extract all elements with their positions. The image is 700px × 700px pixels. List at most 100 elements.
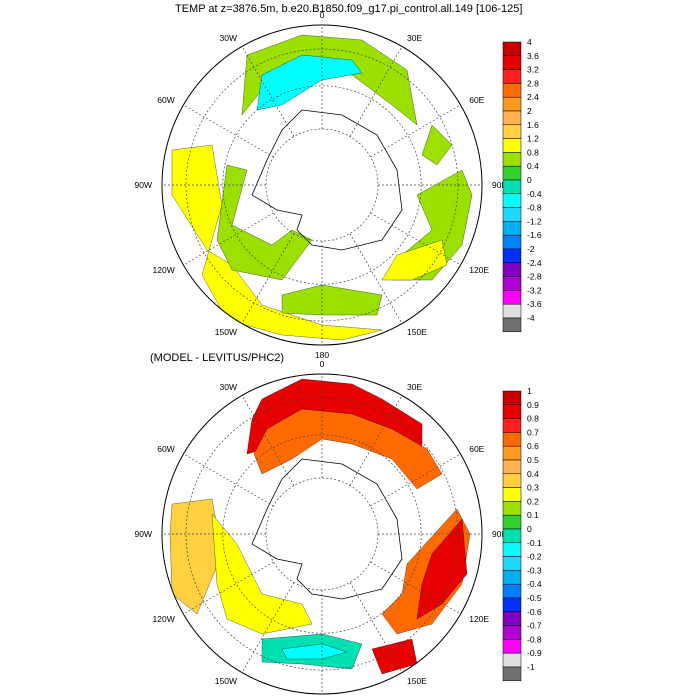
field-patch-8 <box>371 638 418 675</box>
colorbar-label: -0.6 <box>527 607 542 617</box>
meridian-8 <box>183 561 274 615</box>
colorbar-swatch <box>502 597 522 613</box>
colorbar-swatch <box>502 390 522 406</box>
field-patch-7 <box>281 643 348 660</box>
colorbar-swatch <box>502 514 522 530</box>
longitude-label: 120W <box>153 614 175 624</box>
colorbar-label: 1 <box>527 386 532 396</box>
field-patch-3 <box>216 164 313 281</box>
latitude-circle-0 <box>265 128 379 242</box>
colorbar-label: -0.9 <box>527 648 542 658</box>
colorbar-swatch <box>502 625 522 640</box>
colorbar-label: -0.4 <box>527 189 542 199</box>
colorbar-swatch <box>502 124 522 139</box>
colorbar-swatch <box>502 445 522 461</box>
meridian-5 <box>349 233 403 324</box>
colorbar-label: 0.1 <box>527 510 539 520</box>
colorbar-label: 2.8 <box>527 78 539 88</box>
meridian-2 <box>370 453 461 507</box>
colorbar-swatch <box>502 542 522 557</box>
longitude-label: 150E <box>407 327 427 337</box>
field-patch-1 <box>253 408 443 490</box>
longitude-label: 0 <box>320 10 325 20</box>
colorbar-label: 0.9 <box>527 400 539 410</box>
field-patch-3 <box>211 513 313 635</box>
colorbar-label: 0 <box>527 524 532 534</box>
map-title-top: TEMP at z=3876.5m, b.e20.B1850.f09_g17.p… <box>175 3 523 15</box>
colorbar-swatch <box>502 459 522 475</box>
colorbar-label: -0.8 <box>527 203 542 213</box>
colorbar-swatch <box>502 179 522 195</box>
colorbar-swatch <box>502 556 522 571</box>
colorbar-label: -0.3 <box>527 565 542 575</box>
meridian-7 <box>241 582 295 673</box>
map-boundary <box>161 24 483 346</box>
colorbar-swatch <box>502 317 522 333</box>
colorbar-swatch <box>502 262 522 277</box>
longitude-label: 120E <box>469 614 489 624</box>
colorbar-label: 1.2 <box>527 134 539 144</box>
longitude-label: 30W <box>220 33 237 43</box>
colorbar-label: -1.6 <box>527 230 542 240</box>
colorbar-swatch <box>502 41 522 57</box>
colorbar-swatch <box>502 611 522 626</box>
latitude-circle-1 <box>222 434 422 634</box>
map-title-bottom: (MODEL - LEVITUS/PHC2) <box>150 352 285 364</box>
colorbar-label: -2 <box>527 244 535 254</box>
colorbar-label: -1 <box>527 662 535 672</box>
longitude-label: 30W <box>220 382 237 392</box>
meridian-1 <box>349 395 403 486</box>
colorbar-swatch <box>502 276 522 291</box>
colorbar-label: 2.4 <box>527 92 539 102</box>
colorbar-label: -0.4 <box>527 579 542 589</box>
field-patch-4 <box>281 284 383 316</box>
antarctica-outline <box>251 109 403 251</box>
polar-map-temperature: 0 30E 60E 90E 120E 150E 180 150W 120W 90W 60W 30W <box>135 10 508 360</box>
colorbar-label: -2.4 <box>527 258 542 268</box>
meridian-10 <box>183 104 274 158</box>
field-patch-6 <box>381 239 448 281</box>
field-patch-5 <box>416 518 468 620</box>
data-field-layer <box>169 378 471 675</box>
colorbar-swatch <box>502 473 522 488</box>
longitude-label: 90E <box>492 180 507 190</box>
colorbar-swatch <box>502 55 522 70</box>
colorbar-label: -1.2 <box>527 216 542 226</box>
colorbar-swatch <box>502 83 522 98</box>
field-patch-1 <box>256 54 363 111</box>
colorbar-label: 2 <box>527 106 532 116</box>
colorbar-label: 0.8 <box>527 414 539 424</box>
colorbar-label: 4 <box>527 37 532 47</box>
meridian-11 <box>241 46 295 137</box>
colorbar-swatch <box>502 69 522 84</box>
colorbar-label: -0.2 <box>527 552 542 562</box>
colorbar-swatch <box>502 528 522 544</box>
colorbar-swatch <box>502 110 522 126</box>
longitude-label: 0 <box>320 359 325 369</box>
colorbar-label: -2.8 <box>527 272 542 282</box>
colorbar-label: 0 <box>527 175 532 185</box>
meridian-8 <box>183 212 274 266</box>
meridian-11 <box>241 395 295 486</box>
longitude-label: 60W <box>157 95 174 105</box>
colorbar-swatch <box>502 303 522 319</box>
longitude-label: 120E <box>469 265 489 275</box>
field-patch-7 <box>421 124 453 166</box>
colorbar-label: -0.5 <box>527 593 542 603</box>
longitude-label: 60E <box>469 444 484 454</box>
colorbar-label: -0.7 <box>527 621 542 631</box>
longitude-label: 150W <box>215 327 237 337</box>
colorbar-label: 0.8 <box>527 147 539 157</box>
colorbar-swatch <box>502 248 522 264</box>
longitude-label: 30E <box>407 33 422 43</box>
colorbar-label: -4 <box>527 313 535 323</box>
colorbar-label: 0.6 <box>527 441 539 451</box>
colorbar-label: 0.4 <box>527 469 539 479</box>
field-patch-2 <box>171 144 383 341</box>
colorbar-label: 0.4 <box>527 161 539 171</box>
longitude-label: 180 <box>315 350 329 360</box>
longitude-label: 150E <box>407 676 427 686</box>
meridian-10 <box>183 453 274 507</box>
longitude-label: 60W <box>157 444 174 454</box>
longitude-label: 120W <box>153 265 175 275</box>
